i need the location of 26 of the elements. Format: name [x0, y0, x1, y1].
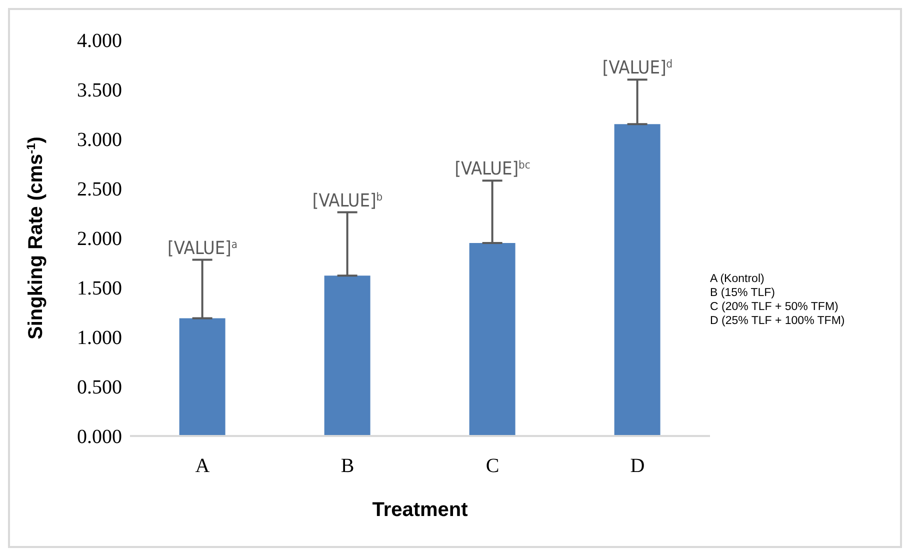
y-tick-label: 1.000 [77, 327, 122, 350]
y-tick-label: 3.500 [77, 80, 122, 102]
x-axis-title: Treatment [372, 499, 468, 521]
x-tick-label: D [630, 455, 645, 478]
annotation: [VALUE]$^{a}$ [168, 237, 238, 259]
text: B (15% TLF) [710, 287, 775, 299]
y-tick-label: 2.500 [77, 178, 122, 201]
y-tick-label: 4.000 [77, 30, 122, 52]
text: D (25% TLF + 100% TFM) [710, 315, 845, 327]
y-tick-label: 0.000 [77, 426, 122, 448]
y-tick-label: 3.000 [77, 129, 122, 152]
y-tick-label: 0.500 [77, 376, 122, 399]
y-tick-label: 2.000 [77, 228, 122, 250]
text: C (20% TLF + 50% TFM) [710, 301, 838, 313]
y-tick-label: 1.500 [77, 278, 122, 300]
bar [469, 242, 516, 436]
annotation: [VALUE]$^{b}$ [312, 190, 383, 212]
bar [324, 276, 370, 436]
text: A (Kontrol) [710, 273, 764, 285]
bar [179, 318, 226, 436]
bar [614, 124, 660, 436]
x-tick-label: A [195, 455, 210, 478]
x-tick-label: B [340, 455, 354, 478]
x-tick-label: C [486, 455, 500, 478]
annotation: [VALUE]$^{d}$ [602, 57, 673, 79]
annotation: [VALUE]$^{bc}$ [454, 158, 530, 180]
